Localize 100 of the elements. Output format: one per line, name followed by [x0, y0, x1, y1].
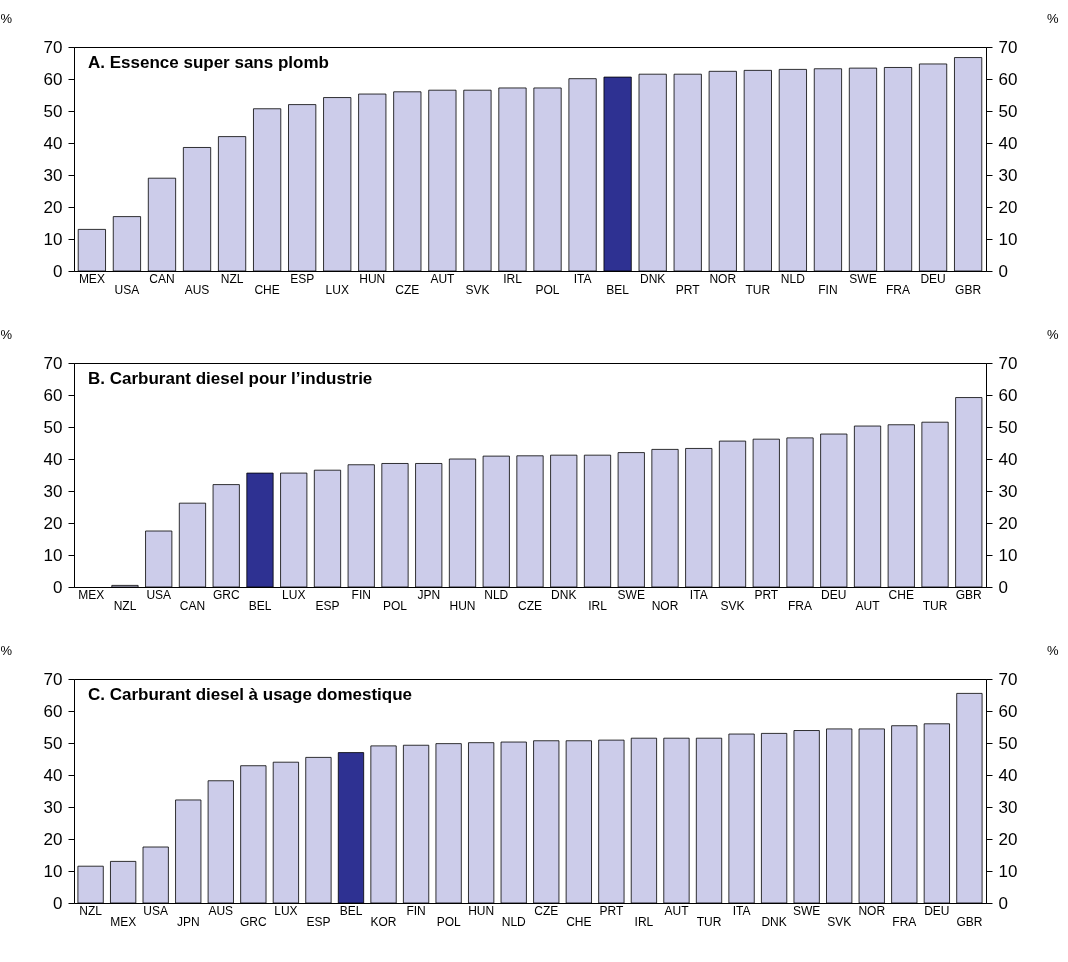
x-tick-label: GRC — [240, 915, 267, 929]
x-tick-label: ITA — [573, 272, 592, 286]
x-tick-label: USA — [114, 283, 140, 297]
x-tick-label: AUT — [430, 272, 456, 286]
y2-axis-title: % — [1046, 642, 1059, 658]
x-tick-label: SVK — [720, 599, 745, 613]
x-tick-label: GRC — [212, 588, 240, 602]
y2-tick-label: 60 — [998, 385, 1018, 405]
y2-tick-label: 60 — [998, 69, 1018, 89]
y2-axis-title: % — [1046, 10, 1059, 26]
x-tick-label: FRA — [788, 599, 813, 613]
x-tick-label: NLD — [780, 272, 806, 286]
x-tick-label: SVK — [465, 283, 490, 297]
x-tick-label: USA — [146, 588, 172, 602]
x-tick-label: IRL — [503, 272, 523, 286]
x-tick-label: CHE — [566, 915, 592, 929]
y2-tick-label: 30 — [998, 797, 1018, 817]
x-tick-label: NZL — [113, 599, 137, 613]
y-tick-label: 60 — [43, 69, 63, 89]
y2-tick-label: 10 — [998, 229, 1018, 249]
x-tick-label: ITA — [689, 588, 708, 602]
x-tick-label: HUN — [359, 272, 386, 286]
y2-tick-label: 30 — [998, 165, 1018, 185]
x-tick-label: CAN — [149, 272, 175, 286]
y2-tick-label: 30 — [998, 481, 1018, 501]
y-tick-label: 40 — [43, 449, 63, 469]
x-tick-label: FIN — [406, 904, 426, 918]
x-tick-label: HUN — [468, 904, 495, 918]
y-tick-label: 30 — [43, 481, 63, 501]
x-tick-label: CZE — [534, 904, 559, 918]
y2-tick-label: 10 — [998, 545, 1018, 565]
x-tick-label: ESP — [306, 915, 331, 929]
x-tick-label: AUT — [664, 904, 690, 918]
x-tick-label: MEX — [78, 588, 105, 602]
x-tick-label: DEU — [821, 588, 847, 602]
x-tick-label: GBR — [956, 915, 983, 929]
y2-tick-label: 0 — [998, 261, 1008, 281]
y-tick-label: 20 — [43, 197, 63, 217]
x-tick-label: POL — [382, 599, 408, 613]
chart-title: A. Essence super sans plomb — [88, 53, 329, 72]
x-tick-label: USA — [143, 904, 169, 918]
x-tick-label: CHE — [888, 588, 914, 602]
x-tick-label: JPN — [176, 915, 200, 929]
y2-tick-label: 40 — [998, 133, 1018, 153]
x-tick-label: SWE — [792, 904, 821, 918]
y2-tick-label: 40 — [998, 449, 1018, 469]
x-tick-label: NOR — [709, 272, 737, 286]
y2-tick-label: 70 — [998, 37, 1018, 57]
x-tick-label: LUX — [274, 904, 298, 918]
x-tick-label: NOR — [651, 599, 679, 613]
y2-tick-label: 70 — [998, 353, 1018, 373]
y-tick-label: 50 — [43, 733, 63, 753]
y2-tick-label: 20 — [998, 197, 1018, 217]
x-tick-label: BEL — [339, 904, 363, 918]
x-tick-label: SWE — [849, 272, 877, 286]
x-tick-label: FIN — [351, 588, 371, 602]
x-tick-label: AUS — [184, 283, 210, 297]
y-tick-label: 60 — [43, 701, 63, 721]
x-tick-label: FRA — [886, 283, 911, 297]
y-tick-label: 50 — [43, 101, 63, 121]
y2-tick-label: 20 — [998, 829, 1018, 849]
x-tick-label: NOR — [858, 904, 886, 918]
x-tick-label: TUR — [922, 599, 948, 613]
x-tick-label: NZL — [220, 272, 244, 286]
x-tick-label: NZL — [79, 904, 103, 918]
x-tick-label: BEL — [248, 599, 272, 613]
y-tick-label: 10 — [43, 229, 63, 249]
x-tick-label: DNK — [551, 588, 577, 602]
x-tick-label: CZE — [395, 283, 420, 297]
chart-title: B. Carburant diesel pour l’industrie — [88, 369, 373, 388]
x-tick-label: TUR — [745, 283, 771, 297]
x-tick-label: AUT — [855, 599, 881, 613]
x-tick-label: HUN — [449, 599, 476, 613]
y-tick-label: 0 — [53, 893, 63, 913]
x-tick-label: IRL — [634, 915, 654, 929]
y-axis-title: % — [0, 642, 13, 658]
y-tick-label: 10 — [43, 861, 63, 881]
x-tick-label: PRT — [754, 588, 779, 602]
x-tick-label: IRL — [588, 599, 608, 613]
y2-tick-label: 0 — [998, 893, 1008, 913]
x-tick-label: SVK — [827, 915, 852, 929]
y2-tick-label: 20 — [998, 513, 1018, 533]
x-tick-label: GBR — [955, 283, 982, 297]
y-tick-label: 40 — [43, 133, 63, 153]
x-tick-label: ESP — [290, 272, 315, 286]
y-axis-title: % — [0, 326, 13, 342]
x-tick-label: FRA — [892, 915, 917, 929]
x-tick-label: POL — [436, 915, 461, 929]
y-tick-label: 40 — [43, 765, 63, 785]
y2-tick-label: 10 — [998, 861, 1018, 881]
x-tick-label: DNK — [640, 272, 666, 286]
x-tick-label: KOR — [370, 915, 397, 929]
y-tick-label: 70 — [43, 353, 63, 373]
y-tick-label: 0 — [53, 577, 63, 597]
x-tick-label: PRT — [599, 904, 624, 918]
y-tick-label: 70 — [43, 37, 63, 57]
chart-title: C. Carburant diesel à usage domestique — [88, 685, 413, 704]
y2-tick-label: 60 — [998, 701, 1018, 721]
x-tick-label: ESP — [315, 599, 340, 613]
x-tick-label: GBR — [955, 588, 983, 602]
